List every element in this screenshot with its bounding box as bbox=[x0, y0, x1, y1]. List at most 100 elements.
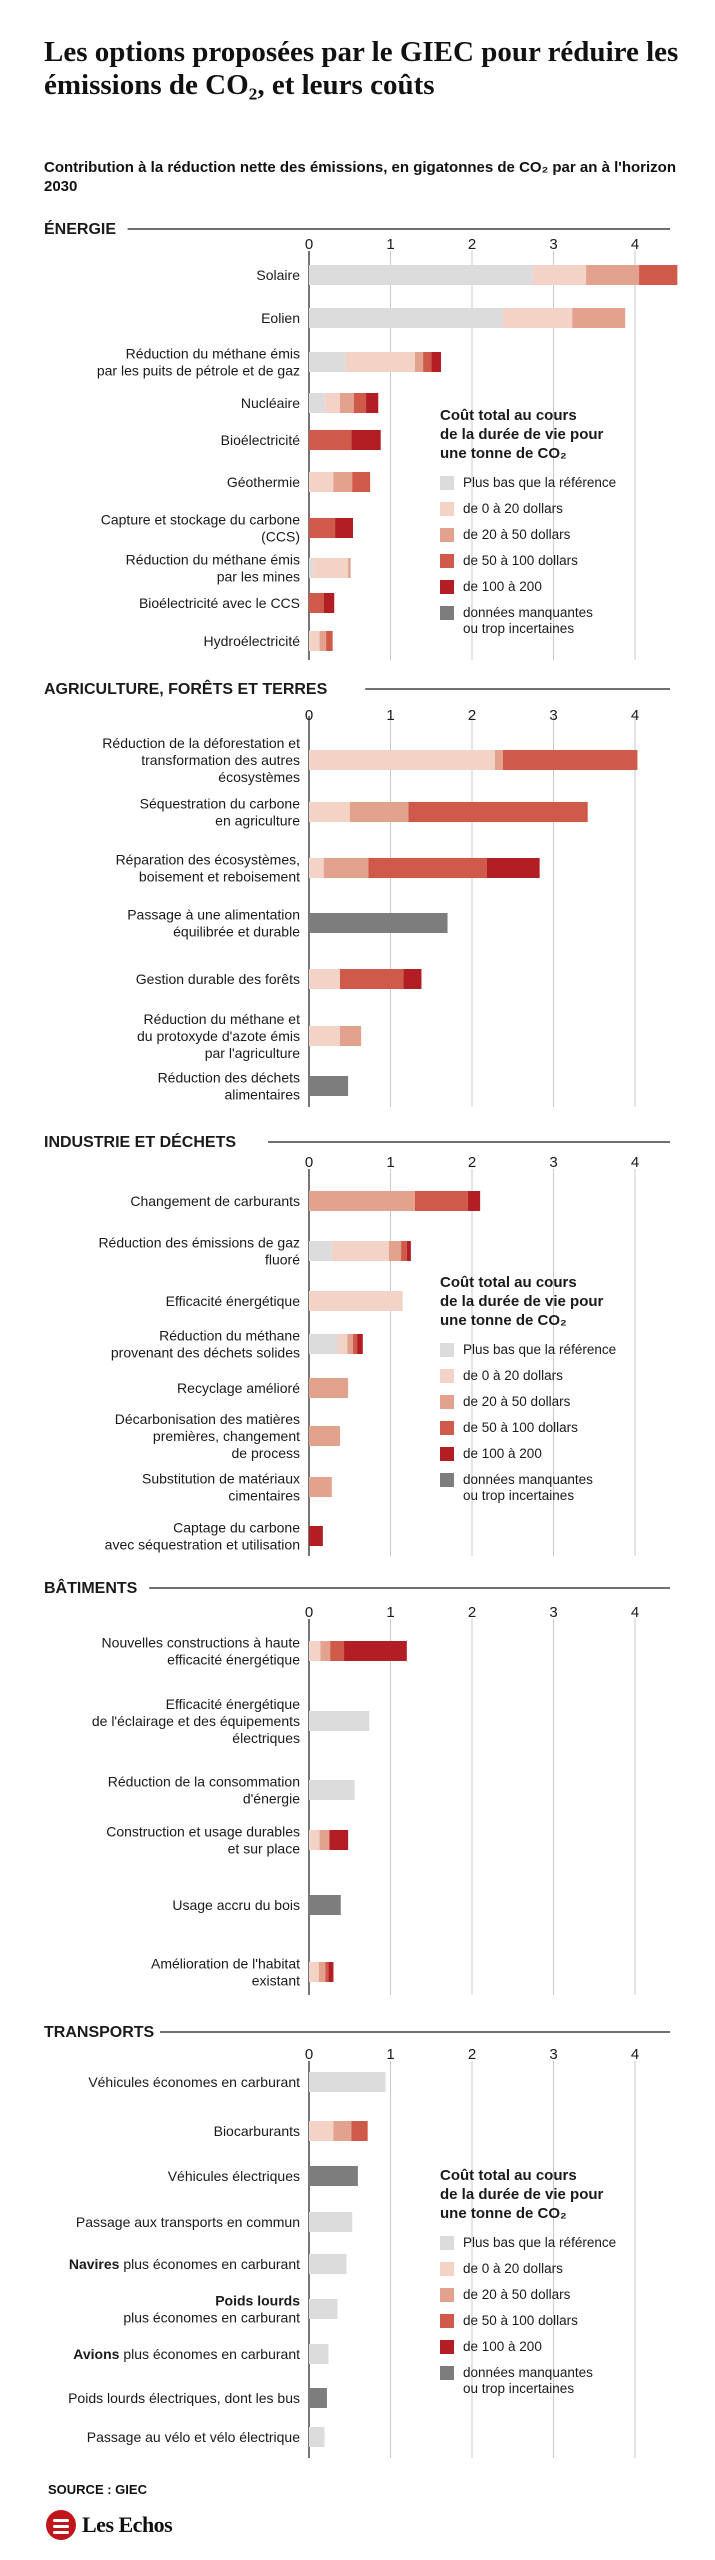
bar-segment-c2 bbox=[414, 352, 424, 372]
bar-segment-c3 bbox=[325, 1962, 329, 1982]
bar-label: Réduction du méthane émis bbox=[126, 552, 300, 568]
bar-label: Substitution de matériaux bbox=[142, 1471, 300, 1487]
bar-segment-c2 bbox=[494, 750, 503, 770]
legend-swatch-c0 bbox=[440, 1343, 454, 1357]
bar-segment-c2 bbox=[320, 1641, 331, 1661]
bar-segment-c2 bbox=[339, 1026, 362, 1046]
bar-segment-c0 bbox=[309, 2212, 353, 2232]
bar-label: Capture et stockage du carbone bbox=[101, 512, 300, 528]
legend-swatch-c5 bbox=[440, 1473, 454, 1487]
bar-label: Véhicules économes en carburant bbox=[88, 2074, 300, 2090]
bar-label: Construction et usage durables bbox=[106, 1824, 300, 1840]
bar-segment-c1 bbox=[309, 472, 334, 492]
section-title: BÂTIMENTS bbox=[44, 1578, 138, 1597]
bar-segment-c2 bbox=[339, 393, 354, 413]
bar-label: (CCS) bbox=[261, 529, 300, 545]
bar-segment-c4 bbox=[403, 969, 422, 989]
bar-segment-c4 bbox=[357, 1334, 363, 1354]
bar-label: Avions plus économes en carburant bbox=[73, 2346, 300, 2362]
x-tick-label: 1 bbox=[386, 1604, 394, 1621]
bar-segment-c3 bbox=[309, 518, 336, 538]
legend-label: de 50 à 100 dollars bbox=[463, 2313, 578, 2328]
bar-segment-c3 bbox=[423, 352, 432, 372]
legend-swatch-c0 bbox=[440, 476, 454, 490]
legend-label: de 20 à 50 dollars bbox=[463, 2287, 571, 2302]
legend-title-line: Coût total au cours bbox=[440, 407, 577, 424]
x-tick-label: 0 bbox=[305, 2046, 313, 2063]
bar-segment-c4 bbox=[351, 430, 381, 450]
x-tick-label: 4 bbox=[631, 236, 639, 253]
bar-label: électriques bbox=[232, 1730, 300, 1746]
bar-label: Poids lourds électriques, dont les bus bbox=[68, 2390, 300, 2406]
legend-swatch-c4 bbox=[440, 2340, 454, 2354]
bar-segment-c2 bbox=[388, 1241, 402, 1261]
x-tick-label: 2 bbox=[468, 2046, 476, 2063]
bar-segment-c1 bbox=[309, 802, 350, 822]
legend-label: de 0 à 20 dollars bbox=[463, 501, 563, 516]
bar-label: Hydroélectricité bbox=[204, 633, 301, 649]
legend-label: Plus bas que la référence bbox=[463, 475, 616, 490]
bar-label: Solaire bbox=[256, 267, 300, 283]
bar-label: de process bbox=[232, 1445, 300, 1461]
bar-label: Réduction du méthane émis bbox=[126, 346, 300, 362]
bar-segment-c3 bbox=[408, 802, 588, 822]
bar-label: boisement et reboisement bbox=[139, 869, 300, 885]
bar-label: par les puits de pétrole et de gaz bbox=[97, 363, 300, 379]
x-tick-label: 0 bbox=[305, 707, 313, 724]
bar-segment-c0 bbox=[309, 2427, 325, 2447]
legend-label: ou trop incertaines bbox=[463, 621, 574, 636]
bar-segment-c5 bbox=[309, 2388, 327, 2408]
section-title: ÉNERGIE bbox=[44, 219, 116, 238]
bar-segment-c4 bbox=[323, 593, 335, 613]
section-title: INDUSTRIE ET DÉCHETS bbox=[44, 1132, 236, 1151]
bar-label: Gestion durable des forêts bbox=[136, 971, 300, 987]
bar-label: existant bbox=[252, 1973, 300, 1989]
bar-segment-c1 bbox=[313, 558, 349, 578]
x-tick-label: 2 bbox=[468, 1604, 476, 1621]
bar-label: Décarbonisation des matières bbox=[115, 1411, 300, 1427]
bar-segment-c2 bbox=[309, 1191, 415, 1211]
legend-label: données manquantes bbox=[463, 605, 593, 620]
bar-label: alimentaires bbox=[225, 1087, 300, 1103]
bar-segment-c3 bbox=[639, 265, 678, 285]
bar-segment-c4 bbox=[366, 393, 379, 413]
bar-segment-c0 bbox=[309, 1241, 332, 1261]
bar-segment-c3 bbox=[352, 472, 371, 492]
bar-segment-c4 bbox=[406, 1241, 411, 1261]
bar-segment-c4 bbox=[344, 1641, 407, 1661]
bar-label: Eolien bbox=[261, 310, 300, 326]
bar-label: par les mines bbox=[217, 569, 300, 585]
legend-swatch-c3 bbox=[440, 554, 454, 568]
legend-title-line: une tonne de CO₂ bbox=[440, 1312, 567, 1329]
bar-segment-c3 bbox=[309, 593, 324, 613]
bar-label: Géothermie bbox=[227, 474, 300, 490]
bar-label: provenant des déchets solides bbox=[111, 1345, 300, 1361]
section-title: AGRICULTURE, FORÊTS ET TERRES bbox=[44, 679, 328, 698]
bar-label: Passage au vélo et vélo électrique bbox=[87, 2429, 300, 2445]
bar-segment-c5 bbox=[309, 1076, 349, 1096]
bar-segment-c0 bbox=[309, 308, 503, 328]
bar-segment-c1 bbox=[309, 1291, 403, 1311]
bar-segment-c3 bbox=[353, 1334, 358, 1354]
bar-segment-c0 bbox=[309, 393, 326, 413]
bar-label: de l'éclairage et des équipements bbox=[92, 1713, 300, 1729]
bar-segment-c2 bbox=[572, 308, 626, 328]
bar-segment-c1 bbox=[309, 1026, 340, 1046]
bar-label: Véhicules électriques bbox=[168, 2168, 300, 2184]
bar-segment-c2 bbox=[347, 1334, 354, 1354]
x-tick-label: 3 bbox=[549, 1604, 557, 1621]
legend-label: Plus bas que la référence bbox=[463, 2235, 616, 2250]
bar-label: Changement de carburants bbox=[130, 1193, 300, 1209]
x-tick-label: 4 bbox=[631, 707, 639, 724]
bar-label: Amélioration de l'habitat bbox=[151, 1956, 300, 1972]
bar-label: Biocarburants bbox=[214, 2123, 300, 2139]
bar-segment-c4 bbox=[329, 1830, 349, 1850]
bar-segment-c4 bbox=[431, 352, 442, 372]
bar-label: Poids lourds bbox=[215, 2293, 300, 2309]
x-tick-label: 3 bbox=[549, 707, 557, 724]
stacked-bar-chart: ÉNERGIE 0 1 2 3 4 Solaire Eolien Réduction du mé… bbox=[44, 219, 678, 2458]
bar-segment-c0 bbox=[309, 1334, 338, 1354]
bar-label: équilibrée et durable bbox=[173, 924, 300, 940]
legend-swatch-c1 bbox=[440, 1369, 454, 1383]
